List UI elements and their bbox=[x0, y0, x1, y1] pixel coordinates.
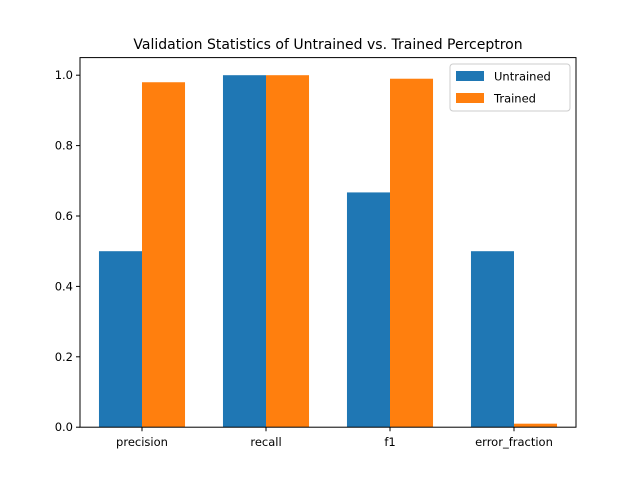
bar-trained-f1 bbox=[390, 78, 434, 428]
bar-untrained-recall bbox=[222, 75, 266, 428]
x-tick-label: precision bbox=[116, 435, 168, 449]
y-tick-label: 0.6 bbox=[55, 209, 73, 223]
legend-label-trained: Trained bbox=[493, 92, 536, 106]
bar-trained-recall bbox=[266, 75, 310, 428]
x-tick-label: f1 bbox=[384, 435, 395, 449]
bar-trained-error_fraction bbox=[514, 423, 558, 428]
y-tick-label: 0.2 bbox=[55, 350, 73, 364]
bar-untrained-error_fraction bbox=[470, 251, 514, 428]
legend-swatch-trained bbox=[456, 93, 484, 103]
bar-untrained-f1 bbox=[346, 192, 390, 428]
y-tick-label: 0.4 bbox=[55, 279, 73, 293]
y-tick-label: 1.0 bbox=[55, 68, 73, 82]
legend-swatch-untrained bbox=[456, 71, 484, 81]
chart-title: Validation Statistics of Untrained vs. T… bbox=[133, 37, 522, 53]
y-tick-label: 0.0 bbox=[55, 420, 73, 434]
bar-untrained-precision bbox=[98, 251, 142, 428]
plot-area: 0.0 0.2 0.4 0.6 0.8 1.0 precision recall f1 error… bbox=[55, 57, 577, 449]
legend: Untrained Trained bbox=[449, 63, 571, 112]
x-tick-label: recall bbox=[250, 435, 281, 449]
y-tick-label: 0.8 bbox=[55, 139, 73, 153]
legend-label-untrained: Untrained bbox=[494, 70, 551, 84]
bar-trained-precision bbox=[142, 82, 186, 428]
x-tick-label: error_fraction bbox=[475, 435, 553, 449]
axes-frame bbox=[79, 57, 577, 428]
